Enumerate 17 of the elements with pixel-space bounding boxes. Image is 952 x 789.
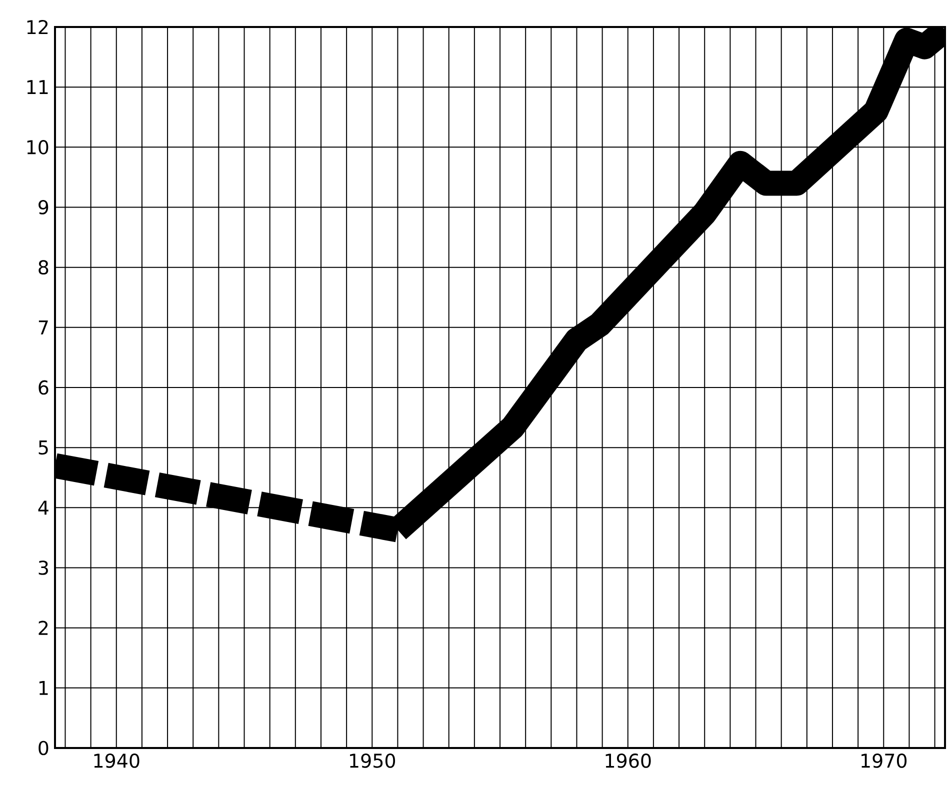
y-tick-label: 5	[38, 440, 48, 455]
x-tick-label: 1940	[94, 754, 140, 768]
y-tick-label: 4	[38, 500, 48, 515]
y-tick-label: 1	[39, 680, 48, 695]
y-tick-label: 8	[38, 260, 48, 275]
y-tick-label: 11	[27, 80, 48, 94]
y-tick-label: 12	[27, 20, 48, 34]
y-tick-label: 2	[38, 620, 48, 635]
y-tick-label: 10	[27, 140, 48, 154]
y-tick-label: 9	[38, 200, 48, 214]
x-tick-label: 1960	[606, 754, 651, 768]
y-tick-label: 7	[38, 320, 48, 334]
y-tick-label: 3	[38, 560, 48, 575]
y-tick-label: 0	[38, 740, 48, 756]
y-tick-label: 6	[38, 380, 48, 395]
x-tick-label: 1970	[862, 754, 907, 768]
x-tick-label: 1950	[350, 754, 396, 768]
